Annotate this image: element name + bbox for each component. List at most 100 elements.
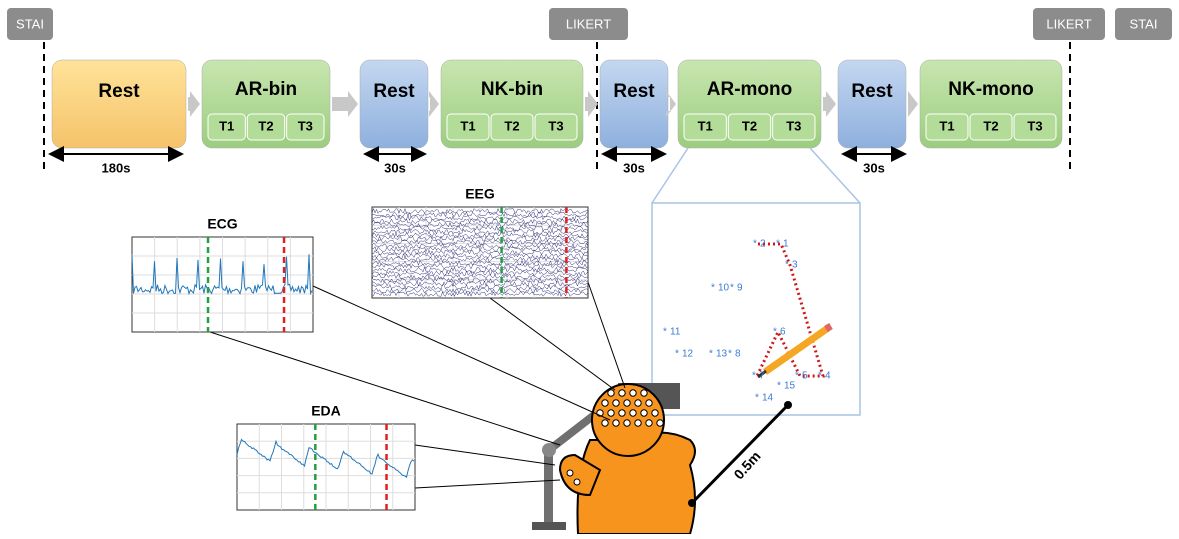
target-label: 7: [759, 371, 765, 382]
distance-label: 0.5m: [730, 448, 763, 482]
trial-label: T3: [548, 118, 563, 133]
lead-wire: [415, 445, 555, 465]
electrode: [608, 390, 614, 396]
target-star: *: [663, 327, 667, 338]
target-label: 9: [737, 283, 743, 294]
target-star: *: [675, 349, 679, 360]
electrode: [641, 410, 647, 416]
block-label: AR-bin: [235, 79, 297, 100]
electrode: [646, 400, 652, 406]
trial-label: T1: [698, 118, 713, 133]
signal-title: EDA: [311, 403, 341, 419]
block: [838, 60, 906, 148]
target-star: *: [711, 283, 715, 294]
block-label: AR-mono: [707, 79, 792, 100]
target-star: *: [709, 349, 713, 360]
electrode: [567, 470, 573, 476]
trial-label: T1: [219, 118, 234, 133]
block-label: NK-bin: [481, 79, 543, 100]
target-label: 4: [825, 371, 831, 382]
target-star: *: [818, 371, 822, 382]
target-label: 15: [784, 381, 796, 392]
block-label: Rest: [613, 81, 655, 102]
electrode: [652, 410, 658, 416]
block-label: Rest: [373, 81, 415, 102]
target-label: 8: [735, 349, 741, 360]
trial-label: T2: [504, 118, 519, 133]
electrode: [630, 410, 636, 416]
duration-label: 30s: [863, 160, 885, 175]
diagram: STAI LIKERT LIKERT STAI Rest AR-bin T1 T2 T3 Rest…: [0, 0, 1179, 534]
target-star: *: [728, 349, 732, 360]
pencil-eraser: [826, 326, 831, 329]
lead-wire: [415, 480, 560, 488]
electrode: [624, 400, 630, 406]
trial-label: T1: [460, 118, 475, 133]
signal-title: EEG: [465, 186, 495, 202]
electrode: [619, 410, 625, 416]
target-star: *: [773, 327, 777, 338]
target-label: 3: [792, 260, 798, 271]
arrow: [823, 91, 836, 117]
target-label: 11: [670, 327, 681, 338]
duration-label: 30s: [623, 160, 645, 175]
marker-label: STAI: [1130, 16, 1158, 31]
electrode: [641, 390, 647, 396]
trial-label: T1: [939, 118, 954, 133]
trial-label: T3: [1027, 118, 1042, 133]
block-label: Rest: [98, 81, 140, 102]
duration-label: 180s: [102, 160, 131, 175]
block: [52, 60, 186, 148]
arrow: [429, 91, 439, 117]
target-star: *: [777, 381, 781, 392]
target-label: 1: [783, 239, 789, 250]
electrode: [602, 420, 608, 426]
electrode: [613, 420, 619, 426]
arrow: [332, 91, 358, 117]
electrode: [613, 400, 619, 406]
target-star: *: [785, 260, 789, 271]
marker-label: LIKERT: [1046, 16, 1091, 31]
block: [360, 60, 428, 148]
block-label: NK-mono: [948, 79, 1033, 100]
target-star: *: [776, 239, 780, 250]
trial-label: T2: [742, 118, 757, 133]
electrode: [608, 410, 614, 416]
electrode: [646, 420, 652, 426]
target-label: 6: [780, 327, 786, 338]
arrow: [908, 91, 918, 117]
electrode: [619, 390, 625, 396]
trial-label: T2: [258, 118, 273, 133]
electrode: [574, 479, 580, 485]
target-label: 14: [762, 393, 774, 404]
lead-wire: [490, 298, 615, 390]
target-star: *: [752, 371, 756, 382]
electrode: [635, 420, 641, 426]
target-star: *: [753, 239, 757, 250]
electrode: [624, 420, 630, 426]
duration-label: 30s: [384, 160, 406, 175]
electrode: [602, 400, 608, 406]
electrode: [657, 420, 663, 426]
electrode: [630, 390, 636, 396]
arrow: [188, 91, 200, 117]
electrode: [635, 400, 641, 406]
signal-title: ECG: [207, 216, 237, 232]
trial-label: T2: [983, 118, 998, 133]
block: [600, 60, 668, 148]
timeline: STAI LIKERT LIKERT STAI Rest AR-bin T1 T2 T3 Rest…: [7, 8, 1172, 175]
target-star: *: [730, 283, 734, 294]
target-label: 12: [682, 349, 694, 360]
trial-label: T3: [298, 118, 313, 133]
target-label: 13: [716, 349, 728, 360]
target-label: 5: [802, 371, 808, 382]
block-label: Rest: [851, 81, 893, 102]
marker-label: STAI: [16, 16, 44, 31]
target-label: 2: [760, 239, 766, 250]
lead-wire: [588, 282, 625, 388]
target-label: 10: [718, 283, 730, 294]
marker-label: LIKERT: [566, 16, 611, 31]
target-star: *: [795, 371, 799, 382]
target-star: *: [755, 393, 759, 404]
trial-label: T3: [786, 118, 801, 133]
